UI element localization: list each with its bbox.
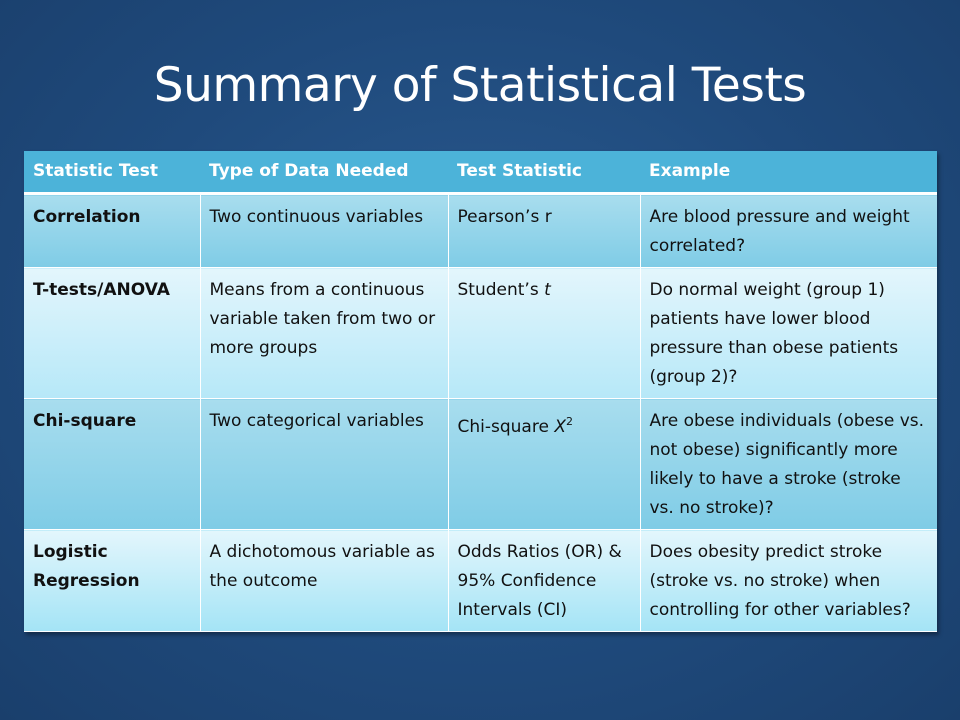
cell-data-needed: Two continuous variables <box>199 193 448 268</box>
cell-example: Do normal weight (group 1) patients have… <box>639 267 937 399</box>
cell-example: Are obese individuals (obese vs. not obe… <box>639 398 937 530</box>
cell-statistic: Chi-square X2 <box>447 398 640 530</box>
statistic-superscript: 2 <box>565 415 573 428</box>
header-statistic-test: Statistic Test <box>24 151 200 195</box>
table-row-correlation: Correlation Two continuous variables Pea… <box>24 193 937 268</box>
statistic-text: Chi-square <box>457 417 555 437</box>
cell-data-needed: Means from a continuous variable taken f… <box>199 267 448 399</box>
cell-data-needed: A dichotomous variable as the outcome <box>199 529 448 632</box>
cell-test: Chi-square <box>24 398 200 530</box>
cell-example: Are blood pressure and weight correlated… <box>639 193 937 268</box>
statistic-text: Student’s <box>457 280 545 300</box>
cell-statistic: Odds Ratios (OR) & 95% Confidence Interv… <box>447 529 640 632</box>
header-type-of-data: Type of Data Needed <box>200 151 448 195</box>
table-header-row: Statistic Test Type of Data Needed Test … <box>24 151 937 195</box>
statistic-symbol: t <box>544 280 551 300</box>
cell-statistic: Pearson’s r <box>447 193 640 268</box>
cell-data-needed: Two categorical variables <box>199 398 448 530</box>
cell-test: T-tests/ANOVA <box>24 267 200 399</box>
slide-title: Summary of Statistical Tests <box>153 58 807 113</box>
cell-statistic: Student’s t <box>447 267 640 399</box>
table-row-logistic-regression: Logistic Regression A dichotomous variab… <box>24 529 937 632</box>
statistical-tests-table: Statistic Test Type of Data Needed Test … <box>24 151 937 632</box>
header-test-statistic: Test Statistic <box>448 151 640 195</box>
statistic-symbol: X <box>554 417 566 437</box>
table-row-t-tests: T-tests/ANOVA Means from a continuous va… <box>24 267 937 399</box>
table-row-chi-square: Chi-square Two categorical variables Chi… <box>24 398 937 530</box>
cell-test: Logistic Regression <box>24 529 200 632</box>
cell-test: Correlation <box>24 193 200 268</box>
header-example: Example <box>640 151 937 195</box>
cell-example: Does obesity predict stroke (stroke vs. … <box>639 529 937 632</box>
